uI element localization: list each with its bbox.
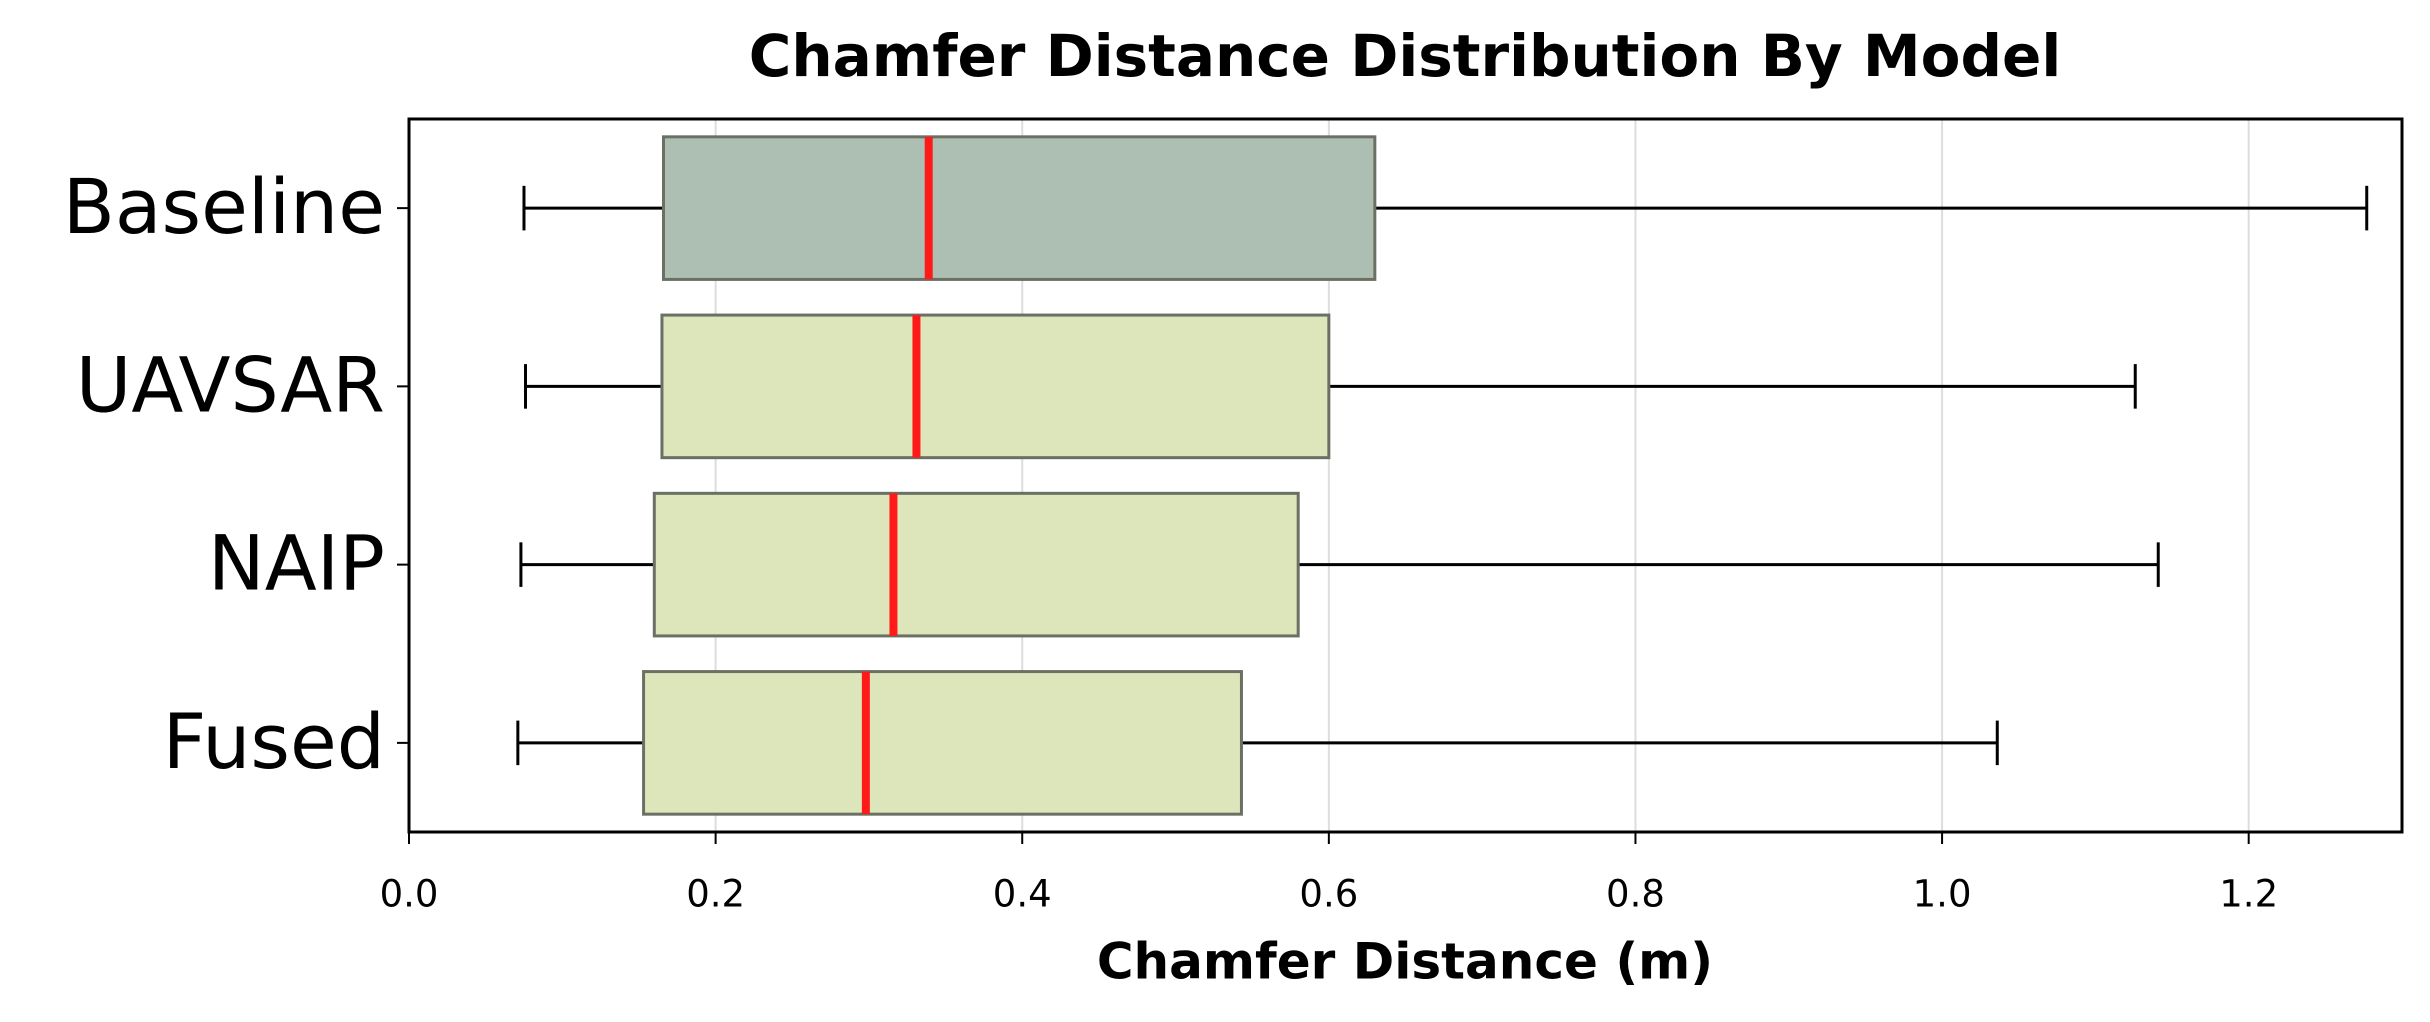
x-tick-label: 0.6 [1299,873,1358,916]
y-tick-label: NAIP [208,519,385,608]
x-tick-label: 1.2 [2219,873,2278,916]
x-tick-label: 1.0 [1913,873,1972,916]
y-tick-label: UAVSAR [76,340,385,429]
chart-title: Chamfer Distance Distribution By Model [749,22,2061,90]
x-tick-label: 0.0 [380,873,439,916]
box [642,670,1243,816]
x-tick-label: 0.2 [686,873,745,916]
y-tick-label: Baseline [63,162,385,251]
x-axis-label: Chamfer Distance (m) [1097,933,1713,991]
y-tick-label: Fused [163,697,385,786]
x-tick-label: 0.8 [1606,873,1665,916]
plot-frame [407,117,2404,834]
x-tick-label: 0.4 [993,873,1052,916]
box [652,491,1300,638]
box [661,135,1377,281]
box [660,313,1331,460]
